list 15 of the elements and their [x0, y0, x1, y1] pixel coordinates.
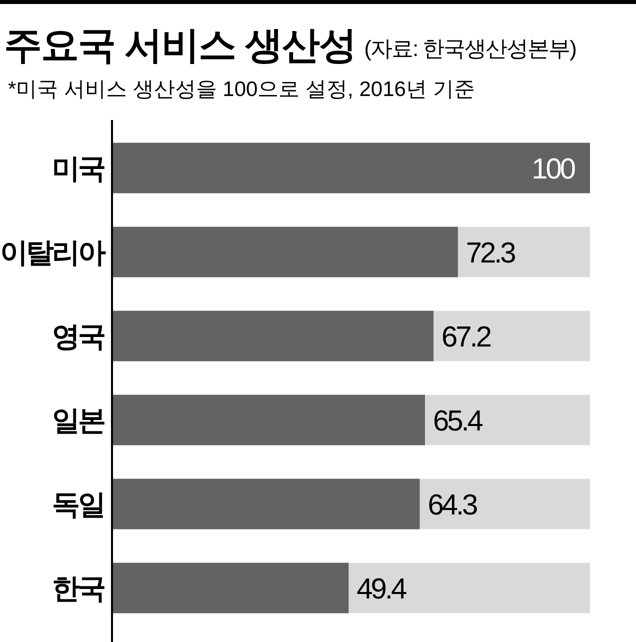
y-tick-label: 영국: [52, 321, 105, 352]
data-label: 100: [532, 153, 575, 186]
data-label: 65.4: [432, 405, 484, 438]
y-tick-label: 미국: [52, 153, 105, 184]
data-label: 72.3: [466, 237, 516, 270]
text: (자료: 한국생산성본부): [364, 36, 576, 61]
y-tick-label: 독일: [52, 489, 104, 520]
data-label: 64.3: [428, 489, 478, 522]
chart-subtitle: *미국 서비스 생산성을 100으로 설정, 2016년 기준: [8, 78, 475, 101]
y-tick-label: 이탈리아: [0, 237, 106, 268]
y-tick-label: 일본: [52, 405, 105, 436]
data-label: 67.2: [442, 321, 491, 354]
data-label: 49.4: [356, 573, 407, 606]
chart-title: 주요국 서비스 생산성: [4, 25, 356, 67]
y-tick-label: 한국: [52, 573, 105, 604]
